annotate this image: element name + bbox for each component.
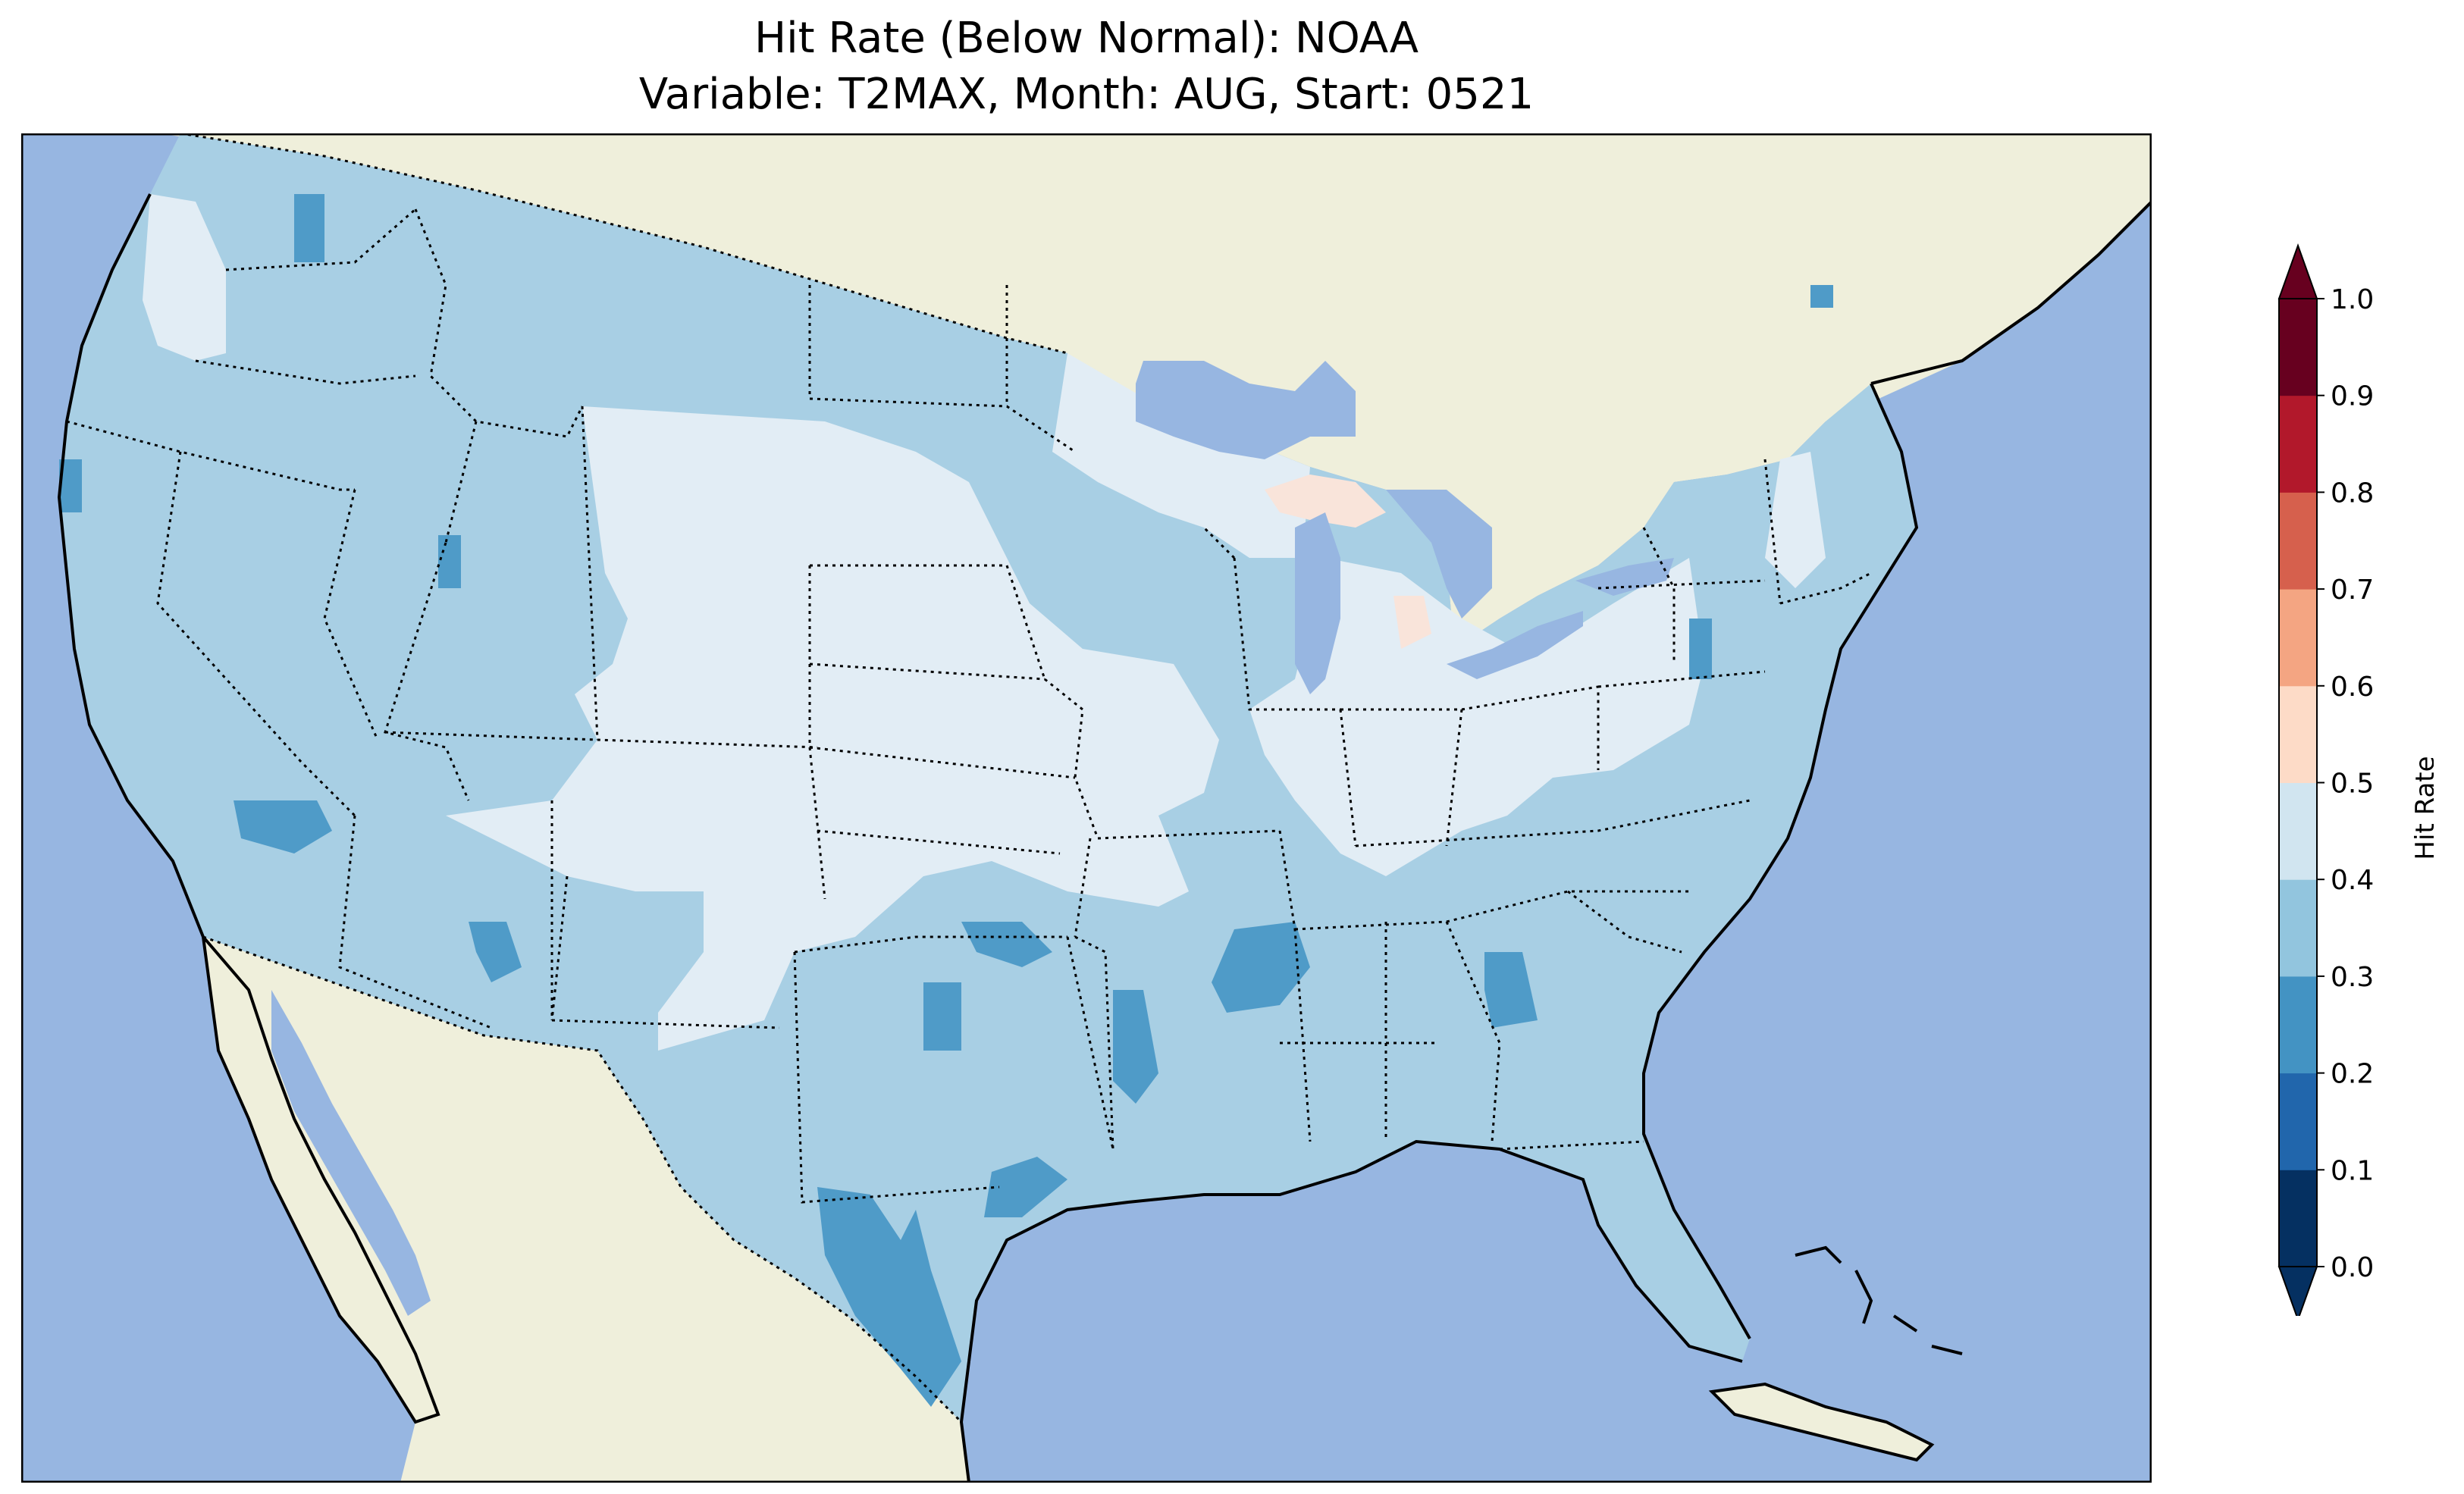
colorbar-tick-label: 0.9 [2331,381,2374,412]
region-south-texas [817,1187,961,1407]
region-washington-spot [294,194,324,262]
region-lower-michigan-west [1393,596,1431,649]
colorbar-tick-label: 0.3 [2331,962,2374,993]
colorbar-tick-label: 0.4 [2331,865,2374,896]
colorbar-tick-label: 0.5 [2331,769,2374,800]
lake-huron [1386,490,1492,619]
baja-peninsula [203,937,438,1422]
region-upper-peninsula [1265,475,1386,528]
colorbar-tick-label: 0.7 [2331,575,2374,606]
colorbar-extend-min [2277,1266,2318,1316]
region-louisiana-spot [1113,990,1158,1104]
region-northwest-coast [143,194,226,361]
hit-rate-0.4-0.5-regions [143,194,1826,1051]
colorbar: 0.0 0.1 0.2 0.3 0.4 0.5 0.6 0.7 0.8 0.9 1.0 Hit Ra… [2277,243,2434,1316]
lake-erie [1447,611,1583,679]
region-texas-panhandle-spot [961,922,1052,967]
bahamas-islands [1795,1245,1963,1355]
region-new-england [1765,452,1826,588]
colorbar-segment [2279,492,2317,590]
region-midwest-east [1249,558,1704,876]
coastline-west [57,193,205,938]
region-nevada-spot [438,535,461,588]
region-mid-atlantic-spot [1689,619,1712,679]
colorbar-segment [2279,685,2317,783]
region-ozark-ne [1052,785,1113,838]
coastline-mexico-gulf [959,1361,970,1483]
colorbar-segment [2279,1170,2317,1267]
colorbar-tick-label: 0.8 [2331,478,2374,509]
region-s-california [234,800,332,853]
colorbar-extend-max [2277,243,2318,299]
coastline-baja [201,932,440,1424]
region-arizona-spot [469,922,522,982]
gulf-of-california [271,990,431,1316]
colorbar-tick-label: 0.6 [2331,672,2374,703]
hit-rate-0.2-0.3-regions [59,194,1833,1407]
colorbar-segment [2279,879,2317,977]
colorbar-tick-label: 1.0 [2331,284,2374,315]
region-upper-midwest [1052,353,1310,558]
colorbar-segment [2279,782,2317,880]
lake-ontario [1575,558,1674,596]
coastline-cuba [1708,1382,1935,1462]
coastline-gulf [967,1139,1743,1363]
region-mississippi-spot [1212,922,1310,1013]
region-georgia-spot [1484,952,1538,1028]
map-subtitle: Variable: T2MAX, Month: AUG, Start: 0521 [638,70,1535,119]
colorbar-segment [2279,589,2317,687]
colorbar-tick-label: 0.1 [2331,1155,2374,1186]
colorbar-segment [2279,976,2317,1074]
lake-michigan [1295,512,1340,694]
region-maine-spot [1810,285,1833,308]
hit-rate-0.5-0.6-regions [1265,475,1431,649]
map-frame [21,133,2152,1483]
colorbar-ticks: 0.0 0.1 0.2 0.3 0.4 0.5 0.6 0.7 0.8 0.9 1.0 [2317,284,2374,1283]
coastline-northeast-canada [1870,200,2152,385]
colorbar-tick-label: 0.0 [2331,1252,2374,1283]
region-texas-coast [984,1157,1067,1217]
us-canada-border [180,133,1068,355]
coastline-atlantic [1642,383,1919,1339]
map-title: Hit Rate (Below Normal): NOAA [754,14,1419,63]
colorbar-segment [2279,299,2317,396]
colorbar-segments [2277,243,2318,1316]
cuba-island [1712,1384,1932,1460]
lake-superior [1136,361,1356,459]
colorbar-segment [2279,1073,2317,1170]
great-lakes [1136,361,1674,694]
colorbar-segment [2279,395,2317,493]
region-west-texas-spot [923,982,961,1051]
region-central-plains [446,406,1219,1051]
state-borders [66,208,1872,1204]
map-panel [21,133,2152,1483]
colorbar-label: Hit Rate [2410,756,2434,860]
colorbar-tick-label: 0.2 [2331,1059,2374,1090]
